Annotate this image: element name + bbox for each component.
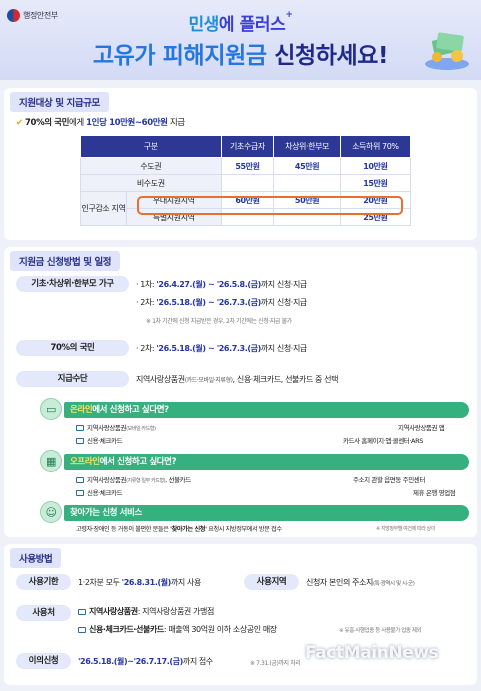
header-banner: 행정안전부 민생에 플러스+ 고유가 피해지원금 신청하세요! [0,0,481,80]
table-row: 수도권 55만원 45만원 10만원 [80,157,412,175]
usage-deadline: 1·2차분 모두 '26.8.31.(월)까지 사용 [78,578,201,587]
visit-bar: 찾아가는 신청 서비스 [64,505,469,521]
section-heading: 지원대상 및 지급규모 [10,92,109,112]
agency-name: 행정안전부 [23,11,58,20]
monitor-icon: ▭ [40,398,62,420]
objection-note: ※ 7.31.(금)까지 처리 [250,660,301,667]
header-title: 고유가 피해지원금 신청하세요! [92,43,389,69]
table-row: 비수도권 15만원 [80,174,412,192]
group-label: 기초·차상위·한부모 가구 [16,276,129,292]
card-icon [76,438,84,444]
schedule-round1: · 1차: '26.4.27.(월) ~ '26.5.8.(금)까지 신청·지급 [136,280,307,289]
usage-key: 이의신청 [16,653,71,669]
watermark: FactMainNews [305,643,439,663]
agency-logo: 행정안전부 [7,9,58,22]
section-eligibility: 지원대상 및 지급규모 ✔ 70%의 국민에게 1인당 10만원~60만원 지급… [4,88,477,240]
online-bar: 온라인에서 신청하고 싶다면? [64,402,469,418]
offline-row-target: 제휴 은행 영업점 [413,489,456,497]
card-icon [76,477,84,483]
schedule-round2-all: · 2차: '26.5.18.(월) ~ '26.7.3.(금)까지 신청·지급 [136,344,307,353]
usage-place-2: 신용·체크카드·선불카드: 매출액 30억원 이하 소상공인 매장 [78,624,277,635]
usage-key: 사용기한 [16,574,71,590]
building-icon: ▦ [40,450,62,472]
usage-key: 사용지역 [244,574,299,590]
online-row-target: 지역사랑상품권 앱 [398,424,445,432]
offline-row: 지역사랑상품권(지류형·일부 카드형), 선불카드 [76,474,191,484]
section-heading: 지원금 신청방법 및 일정 [10,251,121,271]
schedule-round2: · 2차: '26.5.18.(월) ~ '26.7.3.(금)까지 신청·지급 [136,298,307,307]
header-subtitle: 민생에 플러스+ [188,10,293,35]
table-header: 구분 기초수급자 차상위·한부모 소득하위 70% [80,135,412,158]
online-row: 신용·체크카드 [76,435,123,445]
card-icon [78,626,86,633]
check-icon: ✔ [16,118,23,128]
group-label: 70%의 국민 [16,340,129,356]
usage-place-note: ※ 유흥·사행업종 등 사용불가 업종 제외 [339,628,422,634]
table-row: 특별지원지역 25만원 [81,208,412,226]
usage-region: 신청자 본인의 주소지(특·광역시 및 시·군) [306,578,415,587]
online-row: 지역사랑상품권(모바일·카드형) [76,422,156,432]
visit-note: ※ 지방정부별 여건에 따라 상이 [376,526,435,532]
visit-description: 고령자·장애인 등 거동이 불편한 분들은 '찾아가는 신청' 요청시 지방정부… [76,526,282,533]
objection-period: '26.5.18.(월)~'26.7.17.(금)까지 접수 [78,657,213,666]
section-heading: 사용방법 [10,548,62,568]
taegeuk-icon [7,9,20,22]
card-icon [76,490,84,496]
online-row-target: 카드사 홈페이지·앱·콜센터·ARS [343,437,423,445]
card-icon [78,608,86,615]
offline-row-target: 주소지 관할 읍면동 주민센터 [353,476,425,484]
usage-key: 사용처 [16,605,71,621]
highlight-outline [137,196,403,215]
round-note: ※ 1차 기간에 신청 지급받은 경우, 2차 기간에는 신청·지급 불가 [146,318,292,325]
usage-place-1: 지역사랑상품권: 지역사랑상품권 가맹점 [78,606,214,617]
section-application: 지원금 신청방법 및 일정 기초·차상위·한부모 가구 · 1차: '26.4.… [4,247,477,537]
table-row: 인구감소 지역 우대지원지역 60만원 50만원 20만원 [80,191,412,226]
card-icon [76,425,84,431]
group-label: 지급수단 [16,371,129,387]
eligibility-summary: ✔ 70%의 국민에게 1인당 10만원~60만원 지급 [16,118,185,128]
section-usage: 사용방법 사용기한 1·2차분 모두 '26.8.31.(월)까지 사용 사용지… [4,544,477,685]
payment-methods: 지역사랑상품권(카드·모바일·지류형), 신용·체크카드, 선불카드 중 선택 [136,375,339,384]
offline-row: 신용·체크카드 [76,487,123,497]
visit-person-icon: ☺ [40,501,62,523]
amount-table: 구분 기초수급자 차상위·한부모 소득하위 70% 수도권 55만원 45만원 … [80,135,412,226]
offline-bar: 오프라인에서 신청하고 싶다면? [64,454,469,470]
money-hand-icon [425,32,469,70]
